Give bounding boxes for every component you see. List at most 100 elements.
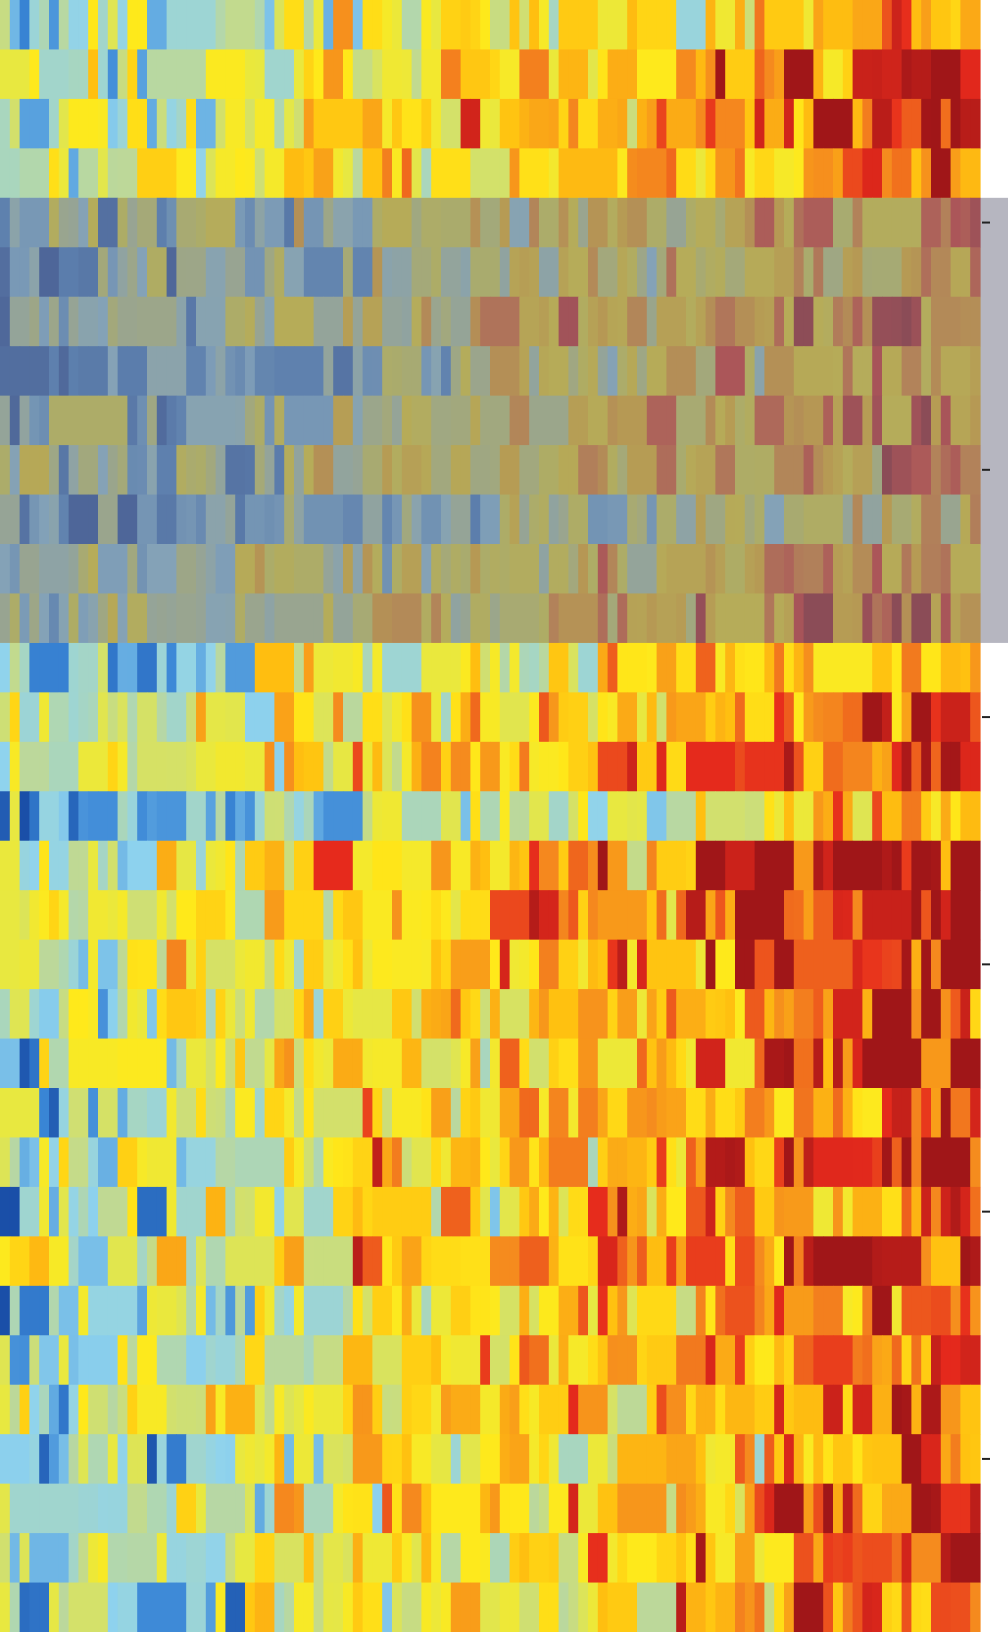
heatmap-cell xyxy=(107,1088,119,1139)
heatmap-cell xyxy=(0,1434,11,1485)
heatmap-cell xyxy=(509,741,520,792)
heatmap-cell xyxy=(382,1434,393,1485)
heatmap-cell xyxy=(725,1088,736,1139)
heatmap-cell xyxy=(441,791,452,842)
heatmap-cell xyxy=(470,0,481,51)
heatmap-cell xyxy=(294,840,305,891)
heatmap-cell xyxy=(754,1285,765,1336)
heatmap-cell xyxy=(205,939,217,990)
heatmap-cell xyxy=(666,890,677,941)
heatmap-cell xyxy=(813,1137,824,1188)
heatmap-cell xyxy=(460,1384,471,1435)
heatmap-cell xyxy=(754,741,765,792)
heatmap-cell xyxy=(940,840,952,891)
heatmap-cell xyxy=(274,989,285,1040)
heatmap-cell xyxy=(862,1384,873,1435)
heatmap-cell xyxy=(147,840,158,891)
heatmap-cell xyxy=(607,1137,618,1188)
heatmap-cell xyxy=(372,1088,383,1139)
heatmap-cell xyxy=(490,1236,501,1287)
heatmap-cell xyxy=(852,840,863,891)
heatmap-cell xyxy=(656,1582,667,1632)
heatmap-cell xyxy=(803,49,814,100)
heatmap-cell xyxy=(333,1038,344,1089)
heatmap-cell xyxy=(970,642,981,693)
heatmap-cell xyxy=(78,989,89,1040)
heatmap-cell xyxy=(940,890,952,941)
heatmap-cell xyxy=(715,148,726,199)
heatmap-cell xyxy=(294,1285,305,1336)
heatmap-cell xyxy=(372,1533,383,1584)
heatmap-cell xyxy=(833,1582,844,1632)
heatmap-cell xyxy=(196,1186,207,1237)
heatmap-cell xyxy=(558,148,569,199)
heatmap-cell xyxy=(803,741,814,792)
heatmap-cell xyxy=(107,791,119,842)
heatmap-cell xyxy=(695,939,707,990)
heatmap-cell xyxy=(519,49,530,100)
heatmap-cell xyxy=(823,98,834,149)
heatmap-cell xyxy=(294,642,305,693)
heatmap-cell xyxy=(539,989,550,1040)
heatmap-cell xyxy=(137,1384,148,1435)
heatmap-cell xyxy=(735,49,746,100)
heatmap-cell xyxy=(186,741,197,792)
heatmap-cell xyxy=(245,98,256,149)
heatmap-cell xyxy=(882,840,893,891)
heatmap-cell xyxy=(882,642,893,693)
heatmap-cell xyxy=(107,741,119,792)
heatmap-cell xyxy=(803,1434,814,1485)
heatmap-cell xyxy=(58,1088,70,1139)
heatmap-cell xyxy=(225,692,236,743)
heatmap-cell xyxy=(931,148,942,199)
heatmap-cell xyxy=(891,1533,903,1584)
heatmap-cell xyxy=(931,1483,942,1534)
heatmap-cell xyxy=(205,1434,217,1485)
heatmap-cell xyxy=(303,1038,315,1089)
heatmap-cell xyxy=(705,1137,716,1188)
heatmap-cell xyxy=(39,890,50,941)
heatmap-cell xyxy=(754,1384,765,1435)
heatmap-cell xyxy=(470,791,481,842)
heatmap-cell xyxy=(852,989,863,1040)
heatmap-cell xyxy=(882,1186,893,1237)
heatmap-cell xyxy=(78,148,89,199)
heatmap-cell xyxy=(891,890,903,941)
heatmap-cell xyxy=(666,1137,677,1188)
heatmap-cell xyxy=(558,692,569,743)
heatmap-cell xyxy=(509,1384,520,1435)
heatmap-cell xyxy=(392,1236,403,1287)
heatmap-cell xyxy=(519,642,530,693)
heatmap-cell xyxy=(862,642,873,693)
heatmap-cell xyxy=(372,1582,383,1632)
heatmap-cell xyxy=(529,49,540,100)
heatmap-cell xyxy=(9,890,21,941)
heatmap-cell xyxy=(637,1384,648,1435)
heatmap-cell xyxy=(441,642,452,693)
heatmap-cell xyxy=(676,1236,687,1287)
heatmap-cell xyxy=(235,840,246,891)
heatmap-cell xyxy=(264,1137,275,1188)
heatmap-cell xyxy=(882,0,893,51)
heatmap-cell xyxy=(901,692,912,743)
heatmap-cell xyxy=(627,642,638,693)
heatmap-cell xyxy=(490,1038,501,1089)
heatmap-cell xyxy=(421,1533,432,1584)
heatmap-cell xyxy=(539,741,550,792)
heatmap-cell xyxy=(401,939,413,990)
heatmap-cell xyxy=(754,1038,765,1089)
heatmap-cell xyxy=(823,692,834,743)
heatmap-cell xyxy=(813,1533,824,1584)
heatmap-cell xyxy=(78,840,89,891)
heatmap-cell xyxy=(578,1038,589,1089)
heatmap-cell xyxy=(166,1137,177,1188)
heatmap-cell xyxy=(725,741,736,792)
heatmap-cell xyxy=(597,1137,609,1188)
heatmap-cell xyxy=(519,791,530,842)
heatmap-cell xyxy=(862,741,873,792)
heatmap-cell xyxy=(558,741,569,792)
heatmap-cell xyxy=(107,1533,119,1584)
heatmap-cell xyxy=(450,1483,462,1534)
heatmap-cell xyxy=(49,98,60,149)
heatmap-cell xyxy=(313,692,324,743)
